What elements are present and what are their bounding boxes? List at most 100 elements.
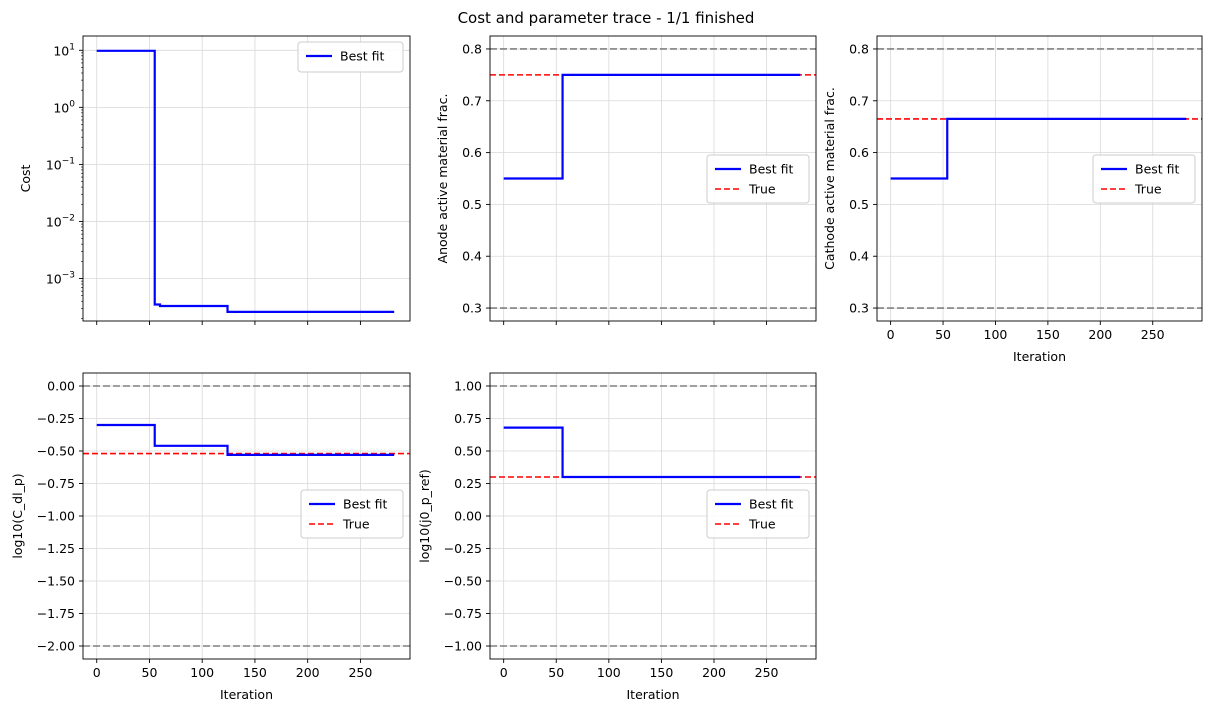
x-tick-label: 0	[500, 665, 508, 680]
y-tick-label: 10−1	[46, 156, 75, 172]
legend-label: Best fit	[1135, 162, 1180, 177]
legend-box	[706, 154, 810, 204]
y-tick-label: 0.75	[454, 411, 482, 426]
y-tick-label: −0.50	[444, 574, 482, 589]
x-tick-label: 200	[296, 665, 320, 680]
y-tick-label: 0.00	[47, 379, 75, 394]
y-tick-label: −0.75	[444, 606, 482, 621]
x-axis-label: Iteration	[626, 687, 679, 702]
y-tick-label: −0.25	[37, 411, 75, 426]
x-tick-label: 50	[548, 665, 564, 680]
x-tick-label: 250	[755, 665, 779, 680]
legend: Best fit True	[706, 489, 810, 539]
plot-area	[96, 49, 395, 313]
chart-anode: 0.3 0.4 0.5 0.6 0.7 0.8 Anode active material …	[435, 35, 817, 325]
y-tick-label: 0.8	[849, 41, 869, 56]
chart-cathode: 0 50 100 150 200 250 0.3 0.4 0.5 0.6 0.7 0.8 Cathode…	[822, 35, 1203, 364]
x-tick-label: 0	[887, 327, 895, 342]
x-tick-label: 100	[190, 665, 214, 680]
y-axis-label: Cathode active material frac.	[822, 87, 837, 270]
plot-area	[490, 385, 816, 647]
y-tick-label: 0.7	[462, 93, 482, 108]
chart-cost: 10−3 10−2 10−1 100 101 Cost Best fit	[18, 35, 411, 325]
y-tick-label: 0.5	[849, 197, 869, 212]
axes-frame	[82, 35, 411, 322]
legend-label: Best fit	[343, 497, 388, 512]
legend-box	[706, 489, 810, 539]
y-axis-label: log10(C_dl_p)	[10, 473, 25, 558]
x-tick-label: 100	[984, 327, 1008, 342]
legend-box	[297, 41, 404, 73]
figure-title: Cost and parameter trace - 1/1 finished	[458, 9, 755, 27]
y-tick-label: 0.6	[849, 145, 869, 160]
y-axis-label: Anode active material frac.	[435, 94, 450, 264]
x-tick-label: 150	[1036, 327, 1060, 342]
y-tick-label: −2.00	[37, 639, 75, 654]
y-tick-label: −1.00	[37, 509, 75, 524]
plot-area	[490, 48, 816, 309]
legend-box	[1092, 154, 1196, 204]
y-tick-label: 0.4	[849, 249, 869, 264]
y-tick-label: −0.50	[37, 444, 75, 459]
legend: Best fit	[297, 41, 404, 73]
y-tick-label: 0.4	[462, 249, 482, 264]
x-tick-label: 50	[935, 327, 951, 342]
series-line-best-fit	[96, 423, 395, 456]
legend-label: True	[1134, 182, 1162, 197]
legend-label: Best fit	[749, 497, 794, 512]
x-tick-label: 150	[649, 665, 673, 680]
x-tick-label: 200	[702, 665, 726, 680]
series-line-best-fit	[96, 49, 395, 313]
y-tick-label: 0.3	[462, 301, 482, 316]
y-tick-label: 1.00	[454, 379, 482, 394]
legend-label: True	[748, 182, 776, 197]
y-tick-label: 0.7	[849, 93, 869, 108]
y-tick-label: 100	[53, 99, 75, 115]
y-tick-label: 0.8	[462, 41, 482, 56]
x-axis-label: Iteration	[220, 687, 273, 702]
legend: Best fit True	[706, 154, 810, 204]
y-tick-label: 0.6	[462, 145, 482, 160]
series-line-best-fit	[890, 117, 1187, 180]
legend-label: Best fit	[340, 49, 385, 64]
x-tick-label: 100	[597, 665, 621, 680]
y-tick-label: 0.00	[454, 509, 482, 524]
x-tick-label: 150	[243, 665, 267, 680]
y-tick-label: −1.25	[37, 541, 75, 556]
y-tick-label: −0.25	[444, 541, 482, 556]
plot-area	[83, 385, 410, 647]
y-tick-label: −1.50	[37, 574, 75, 589]
series-line-best-fit	[503, 73, 801, 180]
series-line-best-fit	[503, 426, 801, 479]
y-tick-label: 10−3	[46, 271, 75, 287]
y-tick-label: −1.75	[37, 606, 75, 621]
x-tick-label: 250	[1141, 327, 1165, 342]
x-tick-label: 50	[142, 665, 158, 680]
axes-frame	[876, 35, 1203, 322]
y-tick-label: 0.3	[849, 301, 869, 316]
y-axis-label: Cost	[18, 165, 33, 193]
axes-frame	[489, 35, 817, 322]
legend-label: True	[748, 517, 776, 532]
y-tick-label: −0.75	[37, 476, 75, 491]
legend-box	[300, 489, 404, 539]
y-tick-label: 101	[53, 42, 75, 58]
y-tick-label: 0.5	[462, 197, 482, 212]
y-tick-label: 0.25	[454, 476, 482, 491]
x-tick-label: 250	[348, 665, 372, 680]
x-tick-label: 200	[1088, 327, 1112, 342]
legend: Best fit True	[300, 489, 404, 539]
y-tick-label: 10−2	[46, 213, 75, 229]
y-axis-label: log10(j0_p_ref)	[417, 469, 432, 563]
chart-j0: 0 50 100 150 200 250 −1.00 −0.75 −0.50 −0.25 0.00 0…	[417, 372, 817, 702]
y-tick-label: 0.50	[454, 444, 482, 459]
legend-label: Best fit	[749, 162, 794, 177]
legend: Best fit True	[1092, 154, 1196, 204]
x-axis-label: Iteration	[1013, 349, 1066, 364]
legend-label: True	[342, 517, 370, 532]
plot-area	[877, 48, 1202, 309]
chart-cdl: 0 50 100 150 200 250 −2.00 −1.75 −1.50 −1.25 −1.00…	[10, 372, 411, 702]
x-tick-label: 0	[93, 665, 101, 680]
y-tick-label: −1.00	[444, 639, 482, 654]
